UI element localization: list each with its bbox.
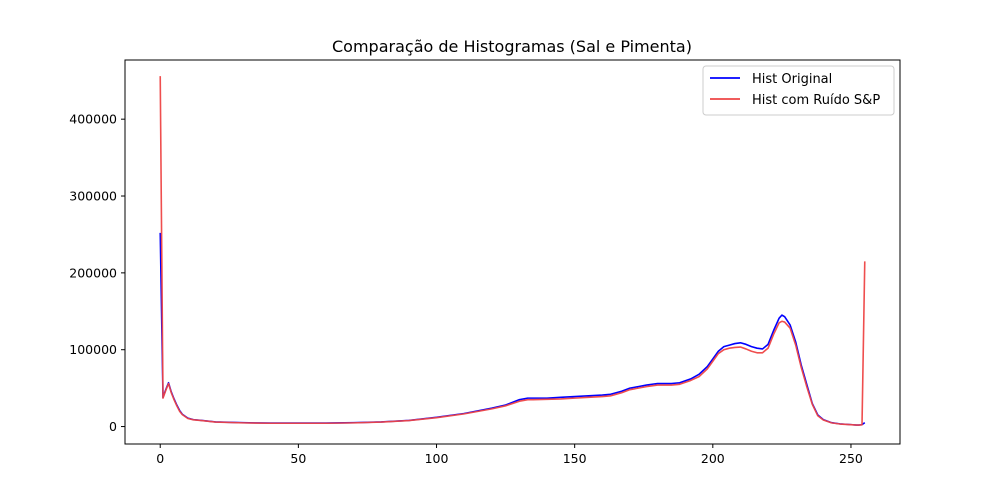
- y-tick-label: 200000: [69, 265, 117, 280]
- series-layer: [159, 76, 866, 426]
- legend-box: [702, 65, 895, 116]
- series-line-1: [159, 76, 866, 426]
- x-tick-label: 50: [290, 451, 306, 466]
- y-tick-label: 300000: [69, 189, 117, 204]
- legend-label-noise: Hist com Ruído S&P: [752, 93, 880, 108]
- plot-frame: [124, 59, 901, 445]
- y-tick-label: 0: [109, 419, 117, 434]
- legend: Hist Original Hist com Ruído S&P: [702, 65, 895, 116]
- x-axis: 0 50 100 150 200 250: [156, 444, 863, 466]
- legend-label-original: Hist Original: [752, 72, 832, 87]
- x-tick-label: 100: [425, 451, 449, 466]
- x-tick-label: 250: [839, 451, 863, 466]
- chart-title: Comparação de Histogramas (Sal e Pimenta…: [332, 37, 692, 56]
- x-tick-label: 0: [156, 451, 164, 466]
- x-tick-label: 150: [563, 451, 587, 466]
- y-axis: 0 100000 200000 300000 400000: [69, 112, 125, 434]
- series-line-0: [159, 232, 866, 426]
- x-tick-label: 200: [701, 451, 725, 466]
- y-tick-label: 400000: [69, 112, 117, 127]
- y-tick-label: 100000: [69, 342, 117, 357]
